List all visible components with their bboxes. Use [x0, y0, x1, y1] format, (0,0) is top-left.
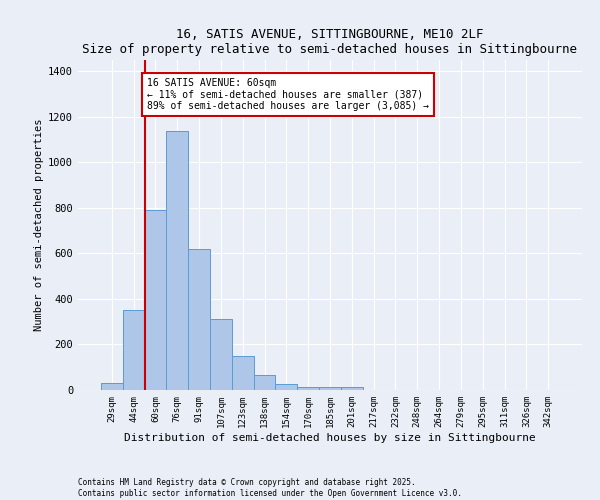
- Bar: [319, 388, 341, 390]
- Title: 16, SATIS AVENUE, SITTINGBOURNE, ME10 2LF
Size of property relative to semi-deta: 16, SATIS AVENUE, SITTINGBOURNE, ME10 2L…: [83, 28, 577, 56]
- Bar: [275, 384, 297, 390]
- X-axis label: Distribution of semi-detached houses by size in Sittingbourne: Distribution of semi-detached houses by …: [124, 432, 536, 442]
- Y-axis label: Number of semi-detached properties: Number of semi-detached properties: [34, 118, 44, 331]
- Text: 16 SATIS AVENUE: 60sqm
← 11% of semi-detached houses are smaller (387)
89% of se: 16 SATIS AVENUE: 60sqm ← 11% of semi-det…: [147, 78, 429, 112]
- Bar: [297, 386, 319, 390]
- Bar: [166, 130, 188, 390]
- Text: Contains HM Land Registry data © Crown copyright and database right 2025.
Contai: Contains HM Land Registry data © Crown c…: [78, 478, 462, 498]
- Bar: [123, 310, 145, 390]
- Bar: [341, 386, 363, 390]
- Bar: [254, 375, 275, 390]
- Bar: [101, 383, 123, 390]
- Bar: [232, 356, 254, 390]
- Bar: [210, 320, 232, 390]
- Bar: [188, 249, 210, 390]
- Bar: [145, 210, 166, 390]
